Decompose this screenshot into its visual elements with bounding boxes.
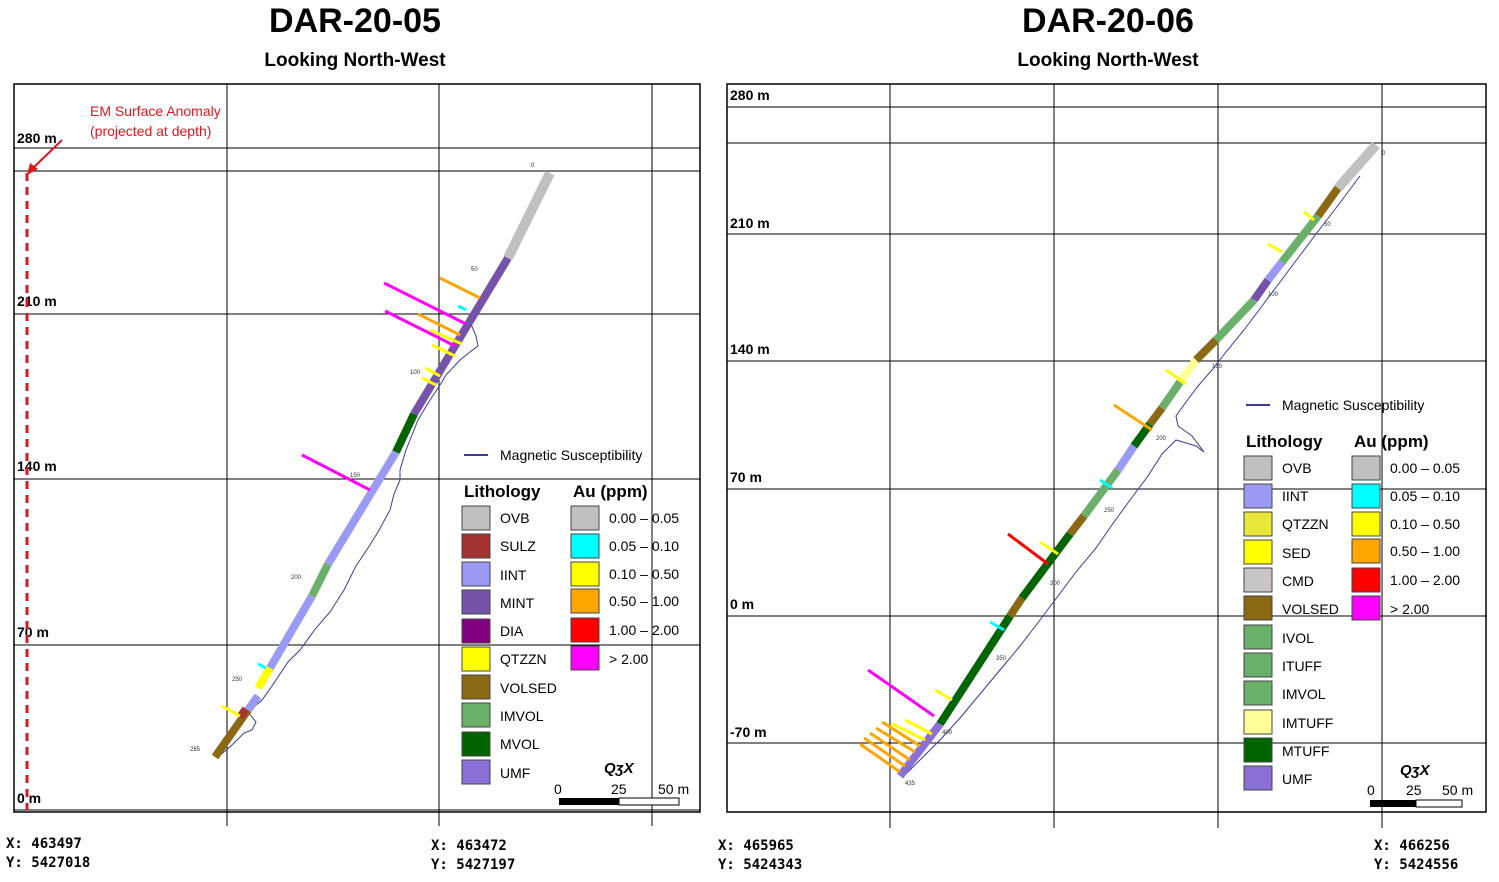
scale-label-25: 25	[611, 781, 627, 797]
legend-swatch	[461, 646, 491, 672]
em-anomaly-label-line2: (projected at depth)	[90, 123, 211, 139]
depth-label: 0	[531, 163, 535, 169]
legend-label: 0.05 – 0.10	[609, 538, 679, 554]
legend-label: VOLSED	[500, 680, 557, 696]
legend-swatch	[461, 533, 491, 559]
left-lithology-header: Lithology	[464, 482, 541, 501]
right-section-subtitle: Looking North-West	[1017, 50, 1199, 71]
legend-label: QTZZN	[500, 651, 547, 667]
coord-x: X: 463497	[6, 836, 82, 852]
legend-label: 0.50 – 1.00	[609, 593, 679, 609]
left-company-logo: QʒX	[604, 760, 635, 777]
legend-swatch	[461, 731, 491, 757]
left-coord-sw: X: 463497 Y: 5427018	[6, 835, 90, 873]
legend-swatch	[461, 674, 491, 700]
legend-swatch	[570, 505, 600, 531]
left-elev-label: 0 m	[17, 790, 41, 806]
left-section-subtitle: Looking North-West	[264, 50, 446, 71]
depth-label: 200	[291, 575, 302, 581]
left-mag-legend-label: Magnetic Susceptibility	[500, 447, 642, 463]
left-scale-bar: 0 25 50 m	[554, 781, 689, 806]
legend-swatch	[461, 759, 491, 785]
left-coord-ne: X: 463472 Y: 5427197	[431, 837, 515, 875]
legend-label: MVOL	[500, 736, 540, 752]
left-lithology-legend: OVB SULZ IINT MINT DIA QTZZN VOLSED IMVO…	[461, 505, 557, 785]
left-frame	[13, 83, 701, 813]
depth-label: 100	[410, 370, 421, 376]
coord-y: Y: 5427197	[431, 857, 516, 873]
coord-x: X: 466256	[1374, 838, 1450, 854]
legend-swatch	[461, 561, 491, 587]
left-drillhole	[211, 170, 555, 760]
legend-swatch	[461, 589, 491, 615]
coord-y: Y: 5424343	[718, 857, 803, 873]
left-mag-susceptibility-trace	[217, 257, 511, 758]
legend-label: > 2.00	[609, 651, 649, 667]
left-section-title: DAR-20-05	[269, 2, 441, 40]
legend-swatch	[461, 702, 491, 728]
scale-label-50: 50 m	[658, 781, 689, 797]
legend-swatch	[570, 561, 600, 587]
em-anomaly-arrow	[30, 139, 63, 171]
depth-label: 50	[471, 267, 478, 273]
legend-swatch	[461, 505, 491, 531]
left-au-legend: 0.00 – 0.05 0.05 – 0.10 0.10 – 0.50 0.50…	[570, 505, 679, 671]
legend-label: SULZ	[500, 538, 536, 554]
left-elev-label: 210 m	[17, 293, 57, 309]
left-depth-labels: 0 50 100 150 200 250 285	[190, 163, 535, 753]
legend-label: MINT	[500, 595, 535, 611]
coord-y: Y: 5427018	[6, 855, 91, 871]
legend-label: DIA	[500, 623, 524, 639]
legend-swatch	[570, 588, 600, 614]
left-elev-label: 70 m	[17, 624, 49, 640]
legend-label: 1.00 – 2.00	[609, 622, 679, 638]
coord-y: Y: 5424556	[1374, 857, 1459, 873]
em-anomaly-arrowhead	[27, 163, 38, 175]
depth-label: 285	[190, 747, 201, 753]
depth-label: 150	[350, 473, 361, 479]
left-elev-label: 140 m	[17, 458, 57, 474]
legend-swatch	[570, 617, 600, 643]
left-au-header: Au (ppm)	[573, 482, 648, 501]
legend-swatch	[570, 645, 600, 671]
legend-label: 0.00 – 0.05	[609, 510, 679, 526]
scale-label-0: 0	[554, 781, 562, 797]
right-section-title: DAR-20-06	[1022, 2, 1194, 40]
legend-label: UMF	[500, 765, 530, 781]
legend-label: IINT	[500, 567, 527, 583]
coord-x: X: 465965	[718, 838, 794, 854]
left-easting-gridlines	[226, 84, 653, 826]
legend-label: OVB	[500, 510, 530, 526]
legend-label: IMVOL	[500, 708, 544, 724]
right-coord-sw: X: 465965 Y: 5424343	[718, 837, 802, 875]
left-elev-label: 280 m	[17, 130, 57, 146]
left-elevation-gridlines	[14, 147, 700, 811]
legend-swatch	[461, 618, 491, 644]
em-anomaly-label-line1: EM Surface Anomaly	[90, 103, 221, 119]
legend-label: 0.10 – 0.50	[609, 566, 679, 582]
right-coord-ne: X: 466256 Y: 5424556	[1374, 837, 1458, 875]
coord-x: X: 463472	[431, 838, 507, 854]
depth-label: 250	[232, 677, 243, 683]
left-au-assay-bars	[221, 276, 481, 718]
legend-swatch	[570, 533, 600, 559]
